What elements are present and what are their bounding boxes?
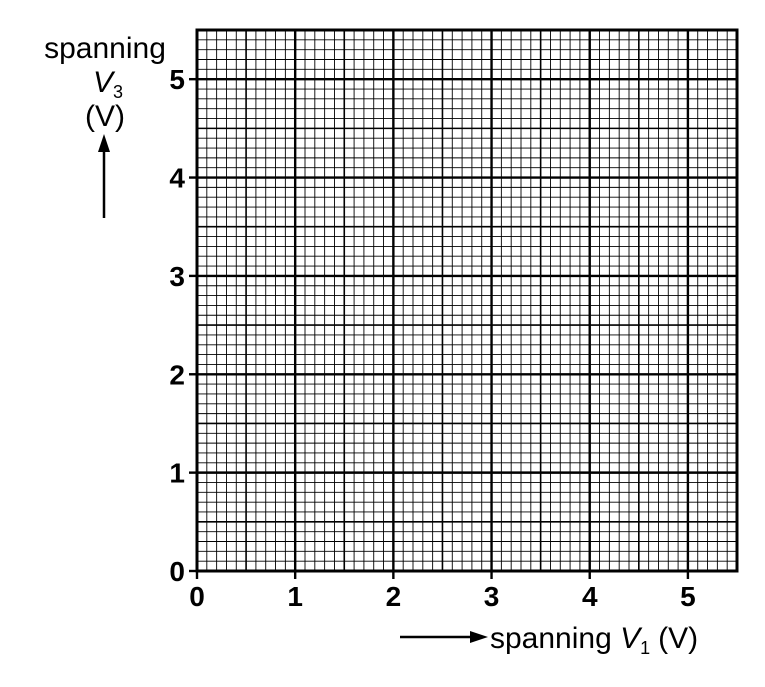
y-tick-label: 4 (169, 163, 185, 194)
x-tick-label: 4 (582, 581, 598, 612)
y-tick-label: 5 (169, 64, 185, 95)
x-axis-label: spanning V1 (V) (490, 622, 698, 658)
y-axis-label-word: spanning (44, 32, 166, 65)
y-axis-label-variable: V3 (93, 66, 123, 102)
y-tick-labels: 0 1 2 3 4 5 (169, 64, 197, 587)
x-tick-label: 0 (189, 581, 205, 612)
x-axis-arrow (400, 631, 488, 643)
y-axis-arrow (98, 134, 110, 218)
y-tick-label: 1 (169, 458, 185, 489)
y-axis-label-unit: (V) (85, 100, 125, 133)
x-tick-labels: 0 1 2 3 4 5 (189, 571, 696, 612)
x-tick-label: 2 (386, 581, 402, 612)
y-tick-label: 0 (169, 556, 185, 587)
x-tick-label: 1 (287, 581, 303, 612)
plot-frame (195, 28, 739, 573)
y-tick-label: 2 (169, 359, 185, 390)
x-tick-label: 5 (680, 581, 696, 612)
grid (195, 29, 738, 573)
x-tick-label: 3 (484, 581, 500, 612)
y-tick-label: 3 (169, 261, 185, 292)
